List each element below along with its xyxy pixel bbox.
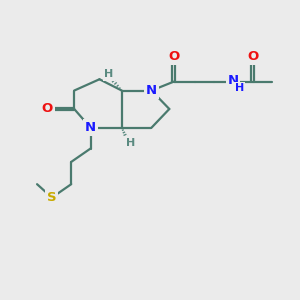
Text: N: N <box>228 74 239 87</box>
Text: O: O <box>42 103 53 116</box>
Text: N: N <box>85 121 96 134</box>
Text: N: N <box>146 84 157 97</box>
Text: H: H <box>126 138 135 148</box>
Text: H: H <box>235 83 244 93</box>
Text: O: O <box>168 50 179 64</box>
Text: H: H <box>104 69 114 79</box>
Text: S: S <box>47 191 57 204</box>
Text: O: O <box>247 50 258 64</box>
